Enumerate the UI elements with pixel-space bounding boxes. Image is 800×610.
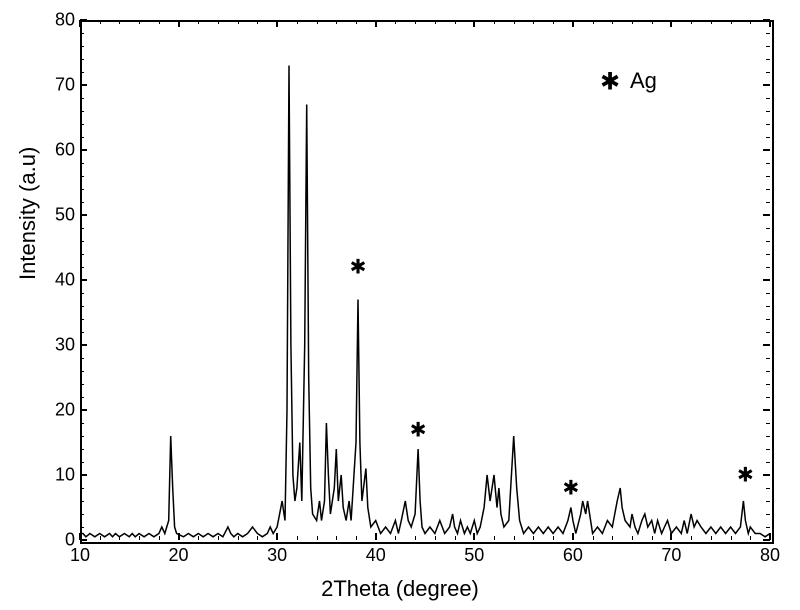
y-tick-label: 80 <box>55 10 75 31</box>
y-tick-label: 70 <box>55 75 75 96</box>
ag-peak-marker-icon: ✱ <box>562 476 579 501</box>
x-axis-label: 2Theta (degree) <box>321 576 479 602</box>
ag-peak-marker-icon: ✱ <box>350 255 367 280</box>
x-tick-label: 50 <box>464 545 484 566</box>
y-axis-label: Intensity (a.u) <box>15 147 41 280</box>
y-tick-label: 60 <box>55 140 75 161</box>
ag-peak-marker-icon: ✱ <box>410 417 427 442</box>
y-tick-label: 50 <box>55 205 75 226</box>
xrd-pattern-line <box>80 20 770 540</box>
x-tick-label: 10 <box>70 545 90 566</box>
x-tick-label: 80 <box>760 545 780 566</box>
x-tick-label: 40 <box>366 545 386 566</box>
xrd-chart: Intensity (a.u) 2Theta (degree) 01020304… <box>0 0 800 610</box>
x-tick-label: 60 <box>563 545 583 566</box>
y-tick-label: 40 <box>55 270 75 291</box>
legend-label: Ag <box>630 68 657 94</box>
ag-peak-marker-icon: ✱ <box>737 463 754 488</box>
x-tick-label: 70 <box>661 545 681 566</box>
y-tick-label: 20 <box>55 400 75 421</box>
y-tick-label: 30 <box>55 335 75 356</box>
legend-star-icon: ✱ <box>600 68 620 97</box>
x-tick-label: 20 <box>169 545 189 566</box>
x-tick-label: 30 <box>267 545 287 566</box>
y-tick-label: 10 <box>55 465 75 486</box>
